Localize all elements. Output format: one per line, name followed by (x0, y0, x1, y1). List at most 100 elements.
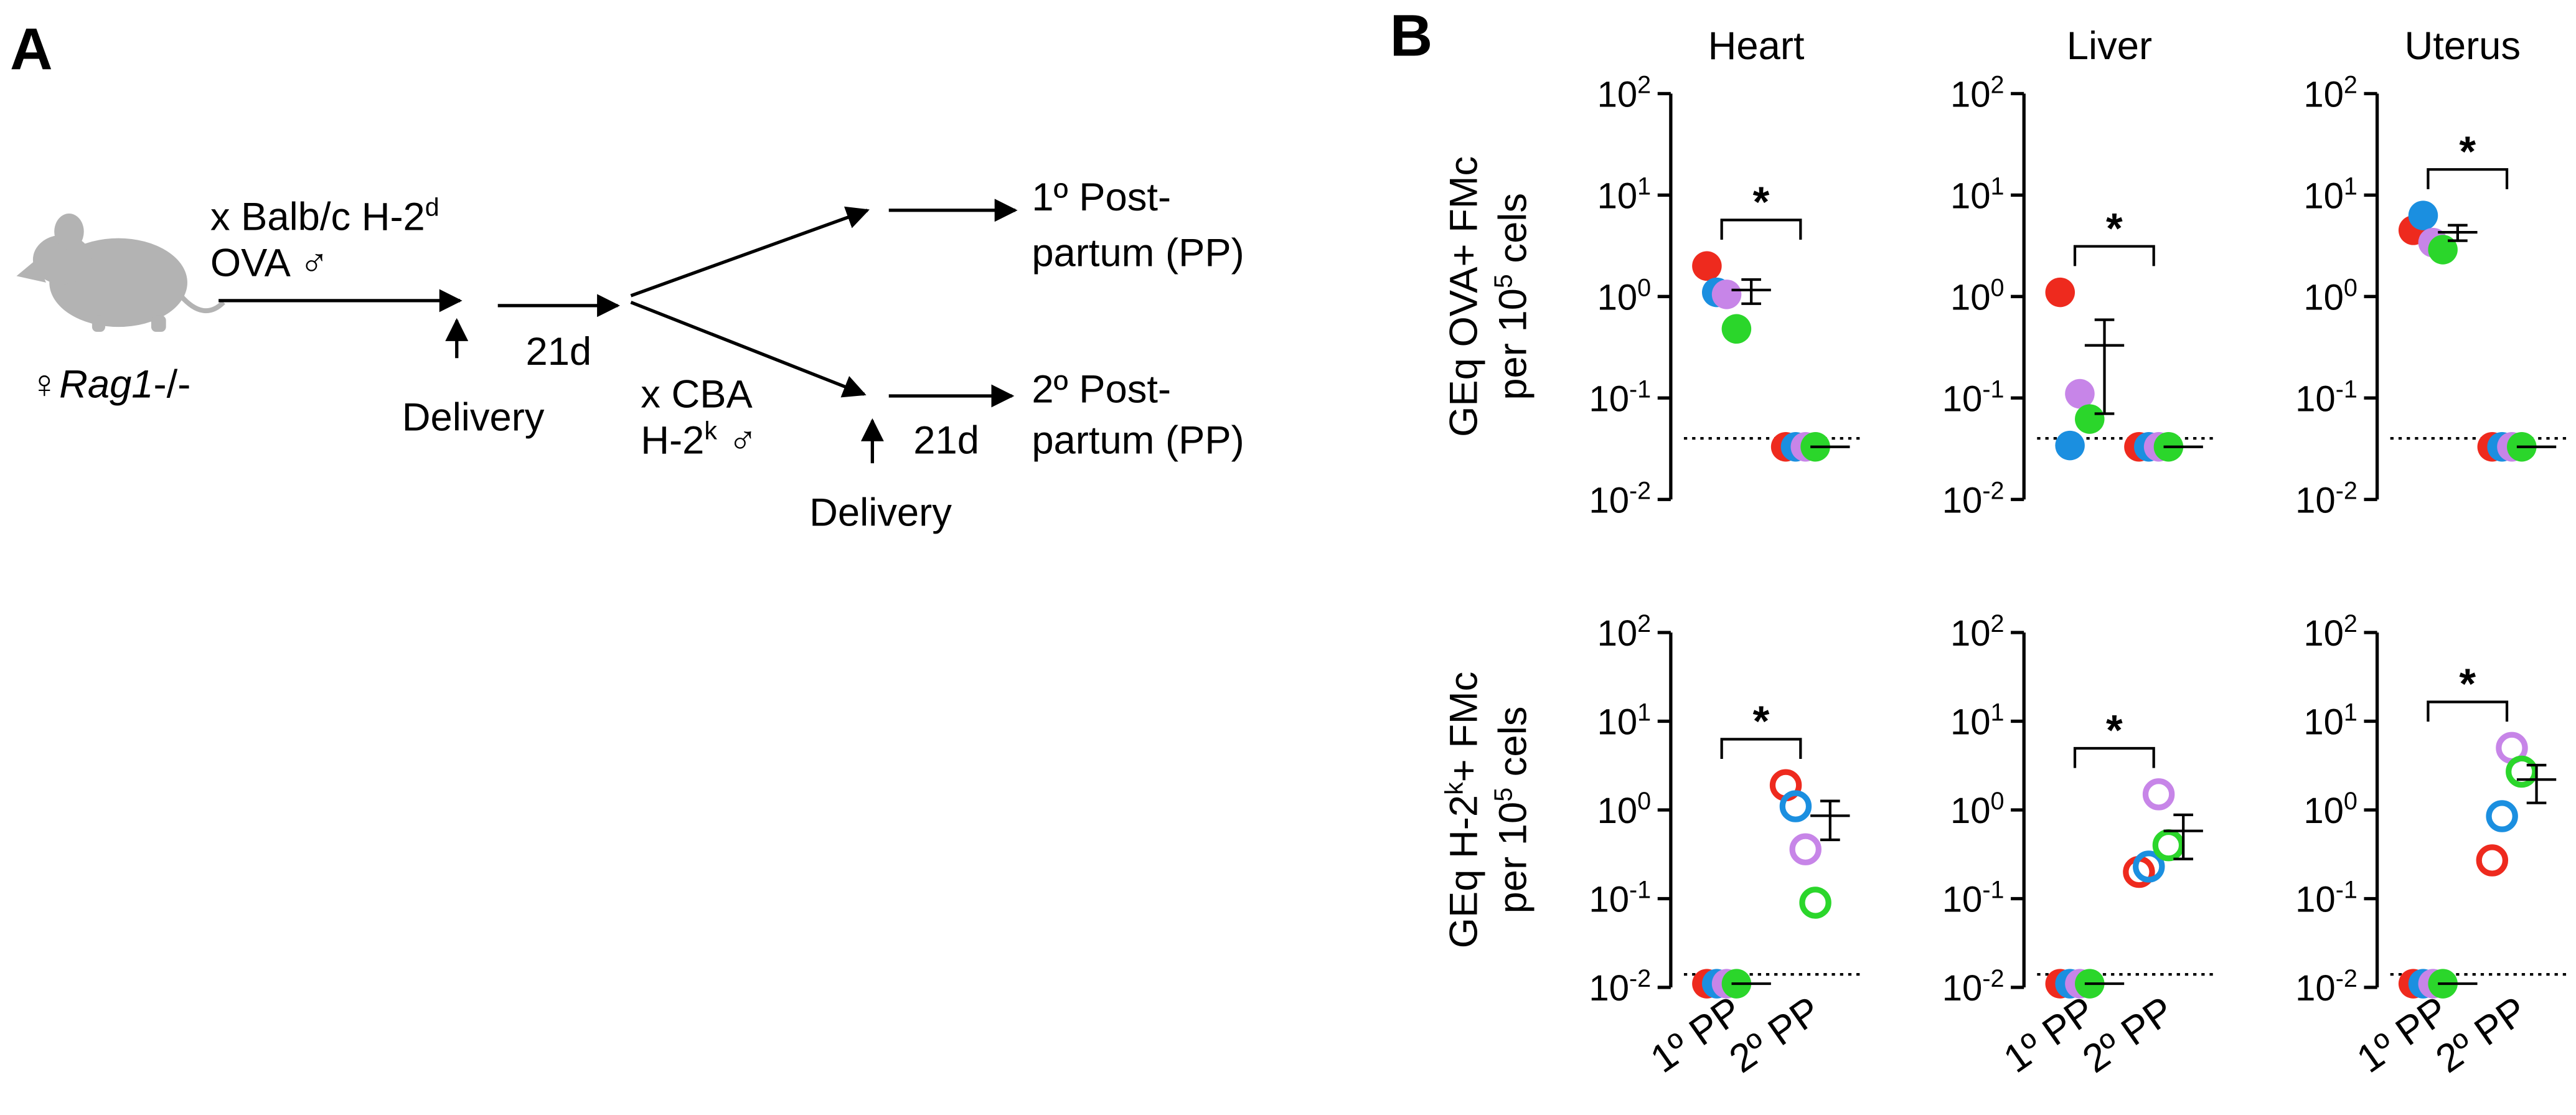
y-tick-label: 10-2 (2295, 965, 2357, 1009)
data-point (2133, 850, 2165, 883)
text-part: + FMc (1442, 672, 1485, 783)
delivery-label: Delivery (402, 395, 545, 439)
data-point (2055, 430, 2085, 461)
y-tick-label: 10-2 (1589, 965, 1651, 1009)
y-axis-label: GEq OVA+ FMc (1442, 156, 1485, 437)
cross-label: H-2k ♂ (641, 416, 758, 462)
y-tick-label: 10-1 (1589, 375, 1651, 419)
data-point (2065, 379, 2095, 409)
y-tick-label: 100 (2303, 788, 2357, 831)
text-part: x Balb/c H-2 (210, 195, 425, 238)
text-part: per 10 (1492, 288, 1535, 400)
text-part: x CBA (641, 372, 753, 416)
y-tick-label: 10-2 (1942, 477, 2005, 520)
data-point (1692, 251, 1722, 281)
superscript: 5 (1489, 274, 1518, 288)
data-point (1711, 280, 1742, 309)
y-tick-label: 10-1 (1589, 877, 1651, 920)
delivery-label: Delivery (809, 491, 952, 534)
y-tick-label: 100 (1597, 274, 1652, 318)
y-tick-label: 10-1 (1942, 877, 2005, 920)
y-tick-label: 10-2 (1589, 477, 1651, 520)
superscript: k (1439, 782, 1468, 795)
outcome-label: 2º Post- (1032, 368, 1171, 412)
data-point (2408, 200, 2438, 230)
data-point (1721, 314, 1752, 344)
cross-label: x CBA (641, 372, 753, 416)
chart-title: Heart (1708, 24, 1805, 68)
y-tick-label: 102 (2303, 610, 2357, 654)
significance-label: * (1753, 697, 1770, 745)
y-axis-label: per 105 cels (1489, 193, 1535, 400)
significance-label: * (2459, 660, 2476, 708)
significance-label: * (2459, 128, 2476, 176)
mouse-icon (16, 214, 225, 332)
y-tick-label: 10-2 (1942, 965, 2005, 1009)
data-point (2152, 829, 2185, 862)
text-part: OVA ♂ (210, 241, 329, 285)
panel-label: B (1390, 3, 1433, 69)
y-tick-label: 10-1 (2295, 375, 2357, 419)
x-tick-label: 1º PP (2349, 989, 2456, 1081)
significance-bracket (2427, 168, 2509, 189)
y-tick-label: 102 (1950, 610, 2005, 654)
outcome-label: partum (PP) (1032, 418, 1244, 462)
x-tick-label: 1º PP (1996, 989, 2103, 1081)
y-axis-label: GEq H-2k+ FMc (1439, 672, 1485, 949)
superscript: d (425, 192, 440, 221)
y-tick-label: 10-1 (2295, 877, 2357, 920)
data-point (2506, 755, 2538, 788)
y-tick-label: 101 (2303, 699, 2357, 743)
significance-bracket (1720, 219, 1802, 240)
text-part: H-2 (641, 418, 704, 462)
significance-bracket (2073, 245, 2155, 266)
y-tick-label: 102 (1597, 72, 1652, 115)
y-tick-label: 101 (1597, 699, 1652, 743)
text-part: per 10 (1492, 802, 1535, 914)
y-tick-label: 10-2 (2295, 477, 2357, 520)
outcome-label: 1º Post- (1032, 176, 1171, 219)
y-tick-label: 100 (1950, 788, 2005, 831)
genotype: ♀Rag1-/- (30, 363, 191, 407)
significance-bracket (2427, 700, 2509, 722)
x-tick-label: 2º PP (1722, 989, 1829, 1081)
data-point (1779, 790, 1812, 822)
x-tick-label: 2º PP (2075, 989, 2182, 1081)
interval-label: 21d (913, 418, 979, 462)
y-tick-label: 101 (1597, 172, 1652, 216)
chart-title: Uterus (2405, 24, 2521, 68)
text-part: GEq OVA+ FMc (1442, 156, 1485, 437)
x-tick-label: 2º PP (2428, 989, 2535, 1081)
data-point (2486, 800, 2518, 832)
data-point (2142, 778, 2175, 811)
data-point (2428, 235, 2458, 265)
data-point (2476, 844, 2509, 877)
interval-label: 21d (525, 330, 591, 374)
text-part: -/- (154, 363, 191, 407)
text-part: ♂ (717, 418, 758, 462)
significance-label: * (2106, 707, 2123, 755)
data-point (1799, 887, 1831, 919)
superscript: 5 (1489, 788, 1518, 802)
text-part: cels (1492, 193, 1535, 274)
text-part: cels (1492, 707, 1535, 788)
italic-part: Rag1 (59, 363, 153, 407)
significance-bracket (2073, 746, 2155, 768)
significance-label: * (2106, 204, 2123, 252)
text-part: GEq H-2 (1442, 795, 1485, 948)
cross-label: OVA ♂ (210, 241, 329, 285)
panel-label: A (10, 16, 53, 82)
flow-arrows (219, 199, 1018, 464)
y-tick-label: 10-1 (1942, 375, 2005, 419)
x-tick-label: 1º PP (1643, 989, 1750, 1081)
significance-label: * (1753, 178, 1770, 226)
y-axis-label: per 105 cels (1489, 707, 1535, 914)
y-tick-label: 100 (1950, 274, 2005, 318)
y-tick-label: 102 (2303, 72, 2357, 115)
y-tick-label: 102 (1597, 610, 1652, 654)
y-tick-label: 102 (1950, 72, 2005, 115)
data-point (2045, 277, 2075, 308)
superscript: k (704, 416, 717, 445)
